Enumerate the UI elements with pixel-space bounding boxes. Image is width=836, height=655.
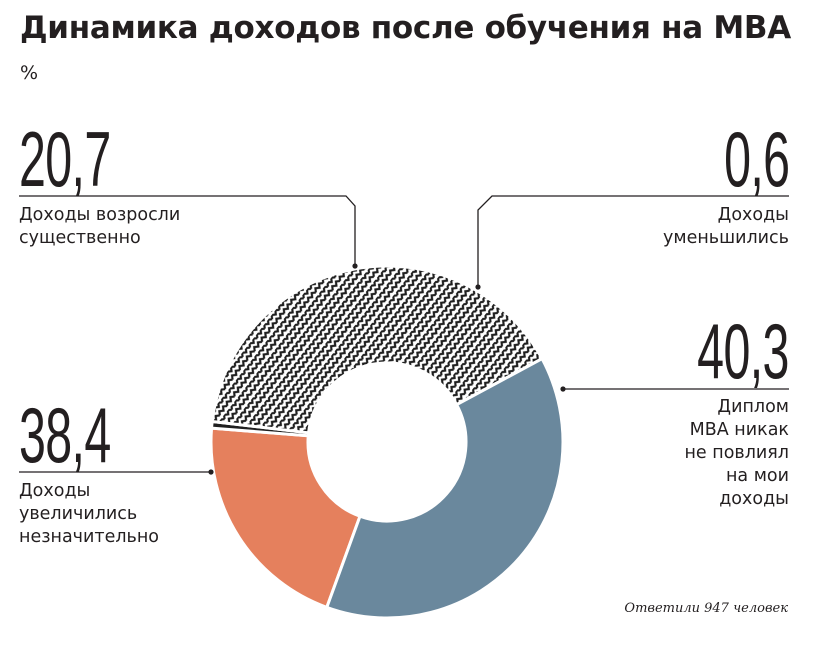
label-income-rose-slightly: Доходы увеличились незначительно: [19, 481, 159, 547]
leader-dot-income-decreased: [475, 284, 481, 290]
slice-income-rose-significantly: [209, 426, 362, 609]
value-label-income-rose-slightly: 38,4: [19, 391, 111, 479]
label-income-rose-significantly: Доходы возросли существенно: [19, 205, 181, 248]
value-label-income-rose-significantly: 20,7: [19, 115, 111, 203]
slice-no-effect: [210, 264, 544, 435]
label-no-effect: Диплом MBA никак не повлиял на мои доход…: [684, 397, 789, 509]
unit-label: %: [20, 62, 39, 84]
respondents-note: Ответили 947 человек: [624, 601, 788, 616]
leader-dot-income-rose-slightly: [208, 469, 214, 475]
leader-dot-no-effect: [560, 386, 566, 392]
leader-line-income-decreased: [477, 195, 789, 286]
leader-dot-income-rose-significantly: [352, 263, 358, 269]
chart-title: Динамика доходов после обучения на MBA: [20, 10, 791, 46]
leader-line-income-rose-significantly: [19, 195, 356, 265]
label-income-decreased: Доходы уменьшились: [663, 205, 789, 248]
value-label-no-effect: 40,3: [697, 307, 789, 395]
value-label-income-decreased: 0,6: [723, 115, 790, 203]
slice-income-rose-slightly: [325, 357, 565, 620]
